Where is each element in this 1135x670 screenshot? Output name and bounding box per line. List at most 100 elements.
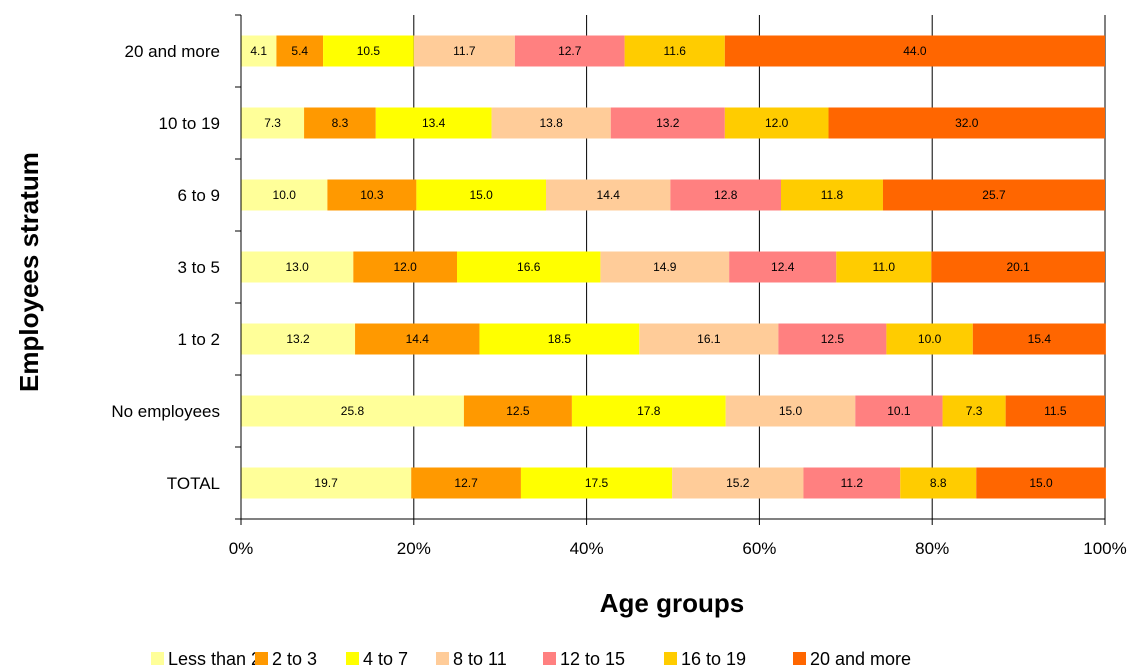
legend-swatch	[793, 652, 806, 665]
bar-segment	[463, 395, 572, 427]
x-tick-label: 0%	[229, 539, 254, 558]
data-label: 13.8	[539, 116, 563, 130]
data-label: 14.9	[653, 260, 677, 274]
legend-swatch	[436, 652, 449, 665]
data-label: 15.4	[1028, 332, 1052, 346]
bar-segment	[479, 323, 640, 355]
legend-label: 12 to 15	[560, 649, 625, 669]
bar-segment	[571, 395, 726, 427]
bar-segment	[972, 323, 1106, 355]
data-label: 12.7	[558, 44, 582, 58]
bar-segment	[803, 467, 901, 499]
data-label: 12.5	[506, 404, 530, 418]
data-label: 16.1	[697, 332, 721, 346]
bar-segment	[241, 107, 305, 139]
y-axis-title: Employees stratum	[14, 152, 44, 392]
y-tick-label: No employees	[111, 402, 220, 421]
bar-segment	[491, 107, 611, 139]
data-label: 10.1	[887, 404, 911, 418]
data-label: 18.5	[548, 332, 572, 346]
data-label: 12.8	[714, 188, 738, 202]
data-label: 11.2	[841, 476, 864, 490]
data-label: 11.0	[873, 260, 896, 274]
data-label: 10.0	[918, 332, 942, 346]
y-tick-label: 20 and more	[125, 42, 220, 61]
bar-segment	[353, 251, 457, 283]
data-label: 5.4	[291, 44, 308, 58]
bar-segment	[886, 323, 973, 355]
x-tick-label: 60%	[742, 539, 776, 558]
data-label: 16.6	[517, 260, 541, 274]
y-tick-label: 10 to 19	[159, 114, 220, 133]
data-label: 44.0	[903, 44, 927, 58]
bar-segment	[672, 467, 804, 499]
bar-segment	[600, 251, 730, 283]
data-label: 32.0	[955, 116, 979, 130]
data-label: 11.7	[453, 44, 476, 58]
data-label: 11.6	[663, 44, 686, 58]
bar-segment	[931, 251, 1105, 283]
y-tick-labels: 20 and more 10 to 19 6 to 9 3 to 5 1 to 2 No …	[111, 42, 220, 493]
bar-segment	[241, 323, 356, 355]
y-tick-label: 1 to 2	[177, 330, 220, 349]
bar-segment	[276, 35, 324, 67]
legend-swatch	[346, 652, 359, 665]
data-label: 14.4	[406, 332, 430, 346]
bar-segment	[781, 179, 883, 211]
data-label: 11.5	[1044, 404, 1067, 418]
bar-segment	[725, 395, 856, 427]
data-label: 15.0	[1029, 476, 1053, 490]
data-label: 13.4	[422, 116, 446, 130]
bar-segment	[520, 467, 673, 499]
data-label: 12.0	[765, 116, 789, 130]
bar-segment	[411, 467, 521, 499]
bar-segment	[355, 323, 480, 355]
data-label: 25.8	[341, 404, 365, 418]
x-axis-title: Age groups	[600, 588, 744, 618]
data-label: 15.0	[470, 188, 494, 202]
bar-segment	[375, 107, 492, 139]
bar-segment	[241, 35, 277, 67]
data-label: 15.0	[779, 404, 803, 418]
bar-segment	[828, 107, 1105, 139]
data-label: 12.0	[393, 260, 417, 274]
data-label: 12.7	[454, 476, 478, 490]
data-label: 11.8	[821, 188, 844, 202]
data-label: 10.5	[357, 44, 381, 58]
bar-segment	[241, 467, 412, 499]
legend-label: 16 to 19	[681, 649, 746, 669]
bar-segment	[942, 395, 1006, 427]
bar-segment	[624, 35, 725, 67]
bar-segment	[323, 35, 414, 67]
bar-segment	[976, 467, 1106, 499]
data-label: 4.1	[250, 44, 267, 58]
bar-segment	[855, 395, 943, 427]
bar-segment	[304, 107, 376, 139]
legend-label: Less than 2	[168, 649, 261, 669]
bar-segment	[241, 395, 464, 427]
data-label: 15.2	[726, 476, 750, 490]
data-label: 13.2	[286, 332, 310, 346]
bar-segment	[670, 179, 781, 211]
bar-segment	[836, 251, 932, 283]
bar-segment	[514, 35, 625, 67]
data-label: 10.3	[360, 188, 384, 202]
x-tick-label: 40%	[570, 539, 604, 558]
bar-segment	[416, 179, 546, 211]
legend-label: 2 to 3	[272, 649, 317, 669]
data-label: 13.0	[285, 260, 309, 274]
bar-segment	[724, 35, 1105, 67]
x-tick-label: 20%	[397, 539, 431, 558]
data-label: 8.8	[930, 476, 947, 490]
legend-swatch	[543, 652, 556, 665]
legend-swatch	[255, 652, 268, 665]
legend-label: 20 and more	[810, 649, 911, 669]
data-label: 19.7	[314, 476, 338, 490]
bar-segment	[900, 467, 977, 499]
data-label: 7.3	[264, 116, 281, 130]
data-label: 20.1	[1006, 260, 1030, 274]
legend: Less than 2 2 to 3 4 to 7 8 to 11 12 to 15 16…	[151, 649, 911, 669]
bar-segment	[882, 179, 1105, 211]
